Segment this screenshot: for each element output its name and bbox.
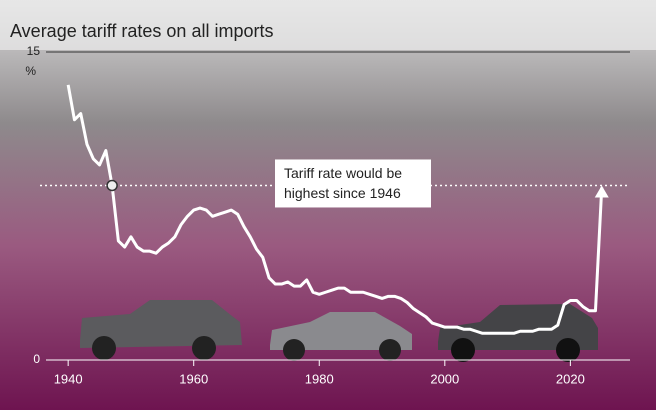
y-tick-label: 0 — [33, 352, 40, 366]
annotation-box — [275, 159, 431, 208]
x-tick-label: 2020 — [556, 371, 585, 386]
x-tick-label: 1940 — [54, 371, 83, 386]
car — [270, 312, 412, 361]
line — [66, 84, 604, 335]
x-tick-label: 1980 — [305, 371, 334, 386]
chart-title: Average tariff rates on all imports — [10, 21, 273, 41]
annotation: Tariff rate would be — [284, 165, 402, 181]
y-unit: % — [25, 64, 36, 78]
marker — [106, 179, 118, 192]
x-tick-label: 2000 — [430, 371, 459, 386]
title-band — [0, 0, 656, 50]
arrow-head — [594, 185, 609, 198]
car — [80, 300, 242, 360]
annotation: highest since 1946 — [284, 185, 401, 201]
x-tick-label: 1960 — [179, 371, 208, 386]
car — [438, 304, 598, 362]
y-tick-label: 15 — [27, 44, 41, 58]
